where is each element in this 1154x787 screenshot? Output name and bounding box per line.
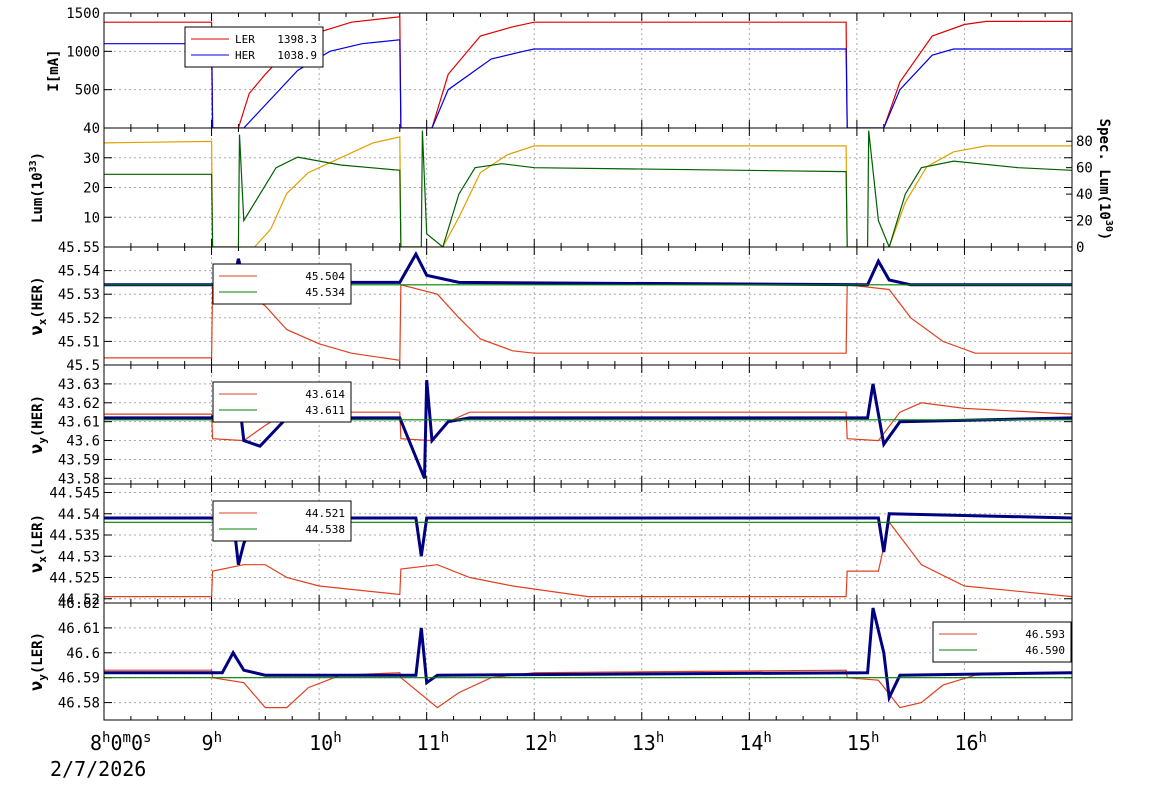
legend-value: 46.590 (1025, 644, 1065, 657)
y-tick-label: 45.51 (58, 334, 100, 350)
x-tick-label: 10h (309, 730, 342, 755)
y-tick-label: 43.61 (58, 415, 100, 431)
y-tick-label: 44.54 (58, 507, 100, 523)
y-tick-label: 43.59 (58, 452, 100, 468)
y-axis-label: νx(HER) (27, 276, 49, 335)
y2-axis-label: Spec. Lum(1030) (1096, 119, 1114, 241)
y-tick-label: 20 (83, 181, 100, 197)
legend-name: HER (235, 49, 255, 62)
y-tick-label: 46.58 (58, 696, 100, 712)
series-line-measured (104, 250, 1072, 287)
series-line-ler (104, 16, 1072, 128)
y-tick-label: 43.63 (58, 377, 100, 393)
legend-value: 44.521 (305, 507, 345, 520)
y-tick-label: 46.59 (58, 671, 100, 687)
y-axis-label: νy(HER) (27, 395, 49, 454)
legend-box (212, 381, 352, 423)
y-axis-label: νy(LER) (27, 632, 49, 691)
series-line-measured (104, 512, 1072, 566)
legend-value: 43.614 (305, 388, 345, 401)
x-tick-label: 12h (524, 730, 557, 755)
legend-box (932, 621, 1072, 663)
y-tick-label: 46.61 (58, 621, 100, 637)
x-tick-label-start: 8h0m0s (90, 730, 151, 755)
legend-value: 45.534 (305, 286, 345, 299)
y-tick-label: 10 (83, 210, 100, 226)
y-tick-label: 43.58 (58, 471, 100, 487)
y-tick-label: 1500 (66, 6, 100, 22)
series-line-setpoint (104, 669, 1072, 709)
series-line-lum (104, 136, 1072, 247)
y-tick-label: 500 (75, 83, 100, 99)
legend-box (184, 26, 324, 68)
y-tick-label: 44.535 (49, 528, 100, 544)
y-axis-label: Lum(1033) (28, 152, 46, 223)
y-axis-label: I[mA] (46, 49, 62, 91)
y-tick-label: 45.52 (58, 311, 100, 327)
y-tick-label: 1000 (66, 44, 100, 60)
panel-frame (103, 602, 1073, 721)
x-tick-label: 11h (417, 730, 450, 755)
y-axis-label: νx(LER) (27, 514, 49, 573)
series-line-spec-lum (104, 130, 1072, 247)
legend-name: LER (235, 33, 255, 46)
x-tick-label: 14h (739, 730, 772, 755)
y-tick-label: 46.6 (66, 646, 100, 662)
series-line-her (104, 39, 1072, 128)
legend-value: 45.504 (305, 270, 345, 283)
x-tick-label: 16h (954, 730, 987, 755)
y-tick-label: 45.54 (58, 264, 100, 280)
x-tick-label: 15h (847, 730, 880, 755)
y2-tick-label: 40 (1076, 187, 1093, 203)
y-tick-label: 44.52 (58, 592, 100, 608)
x-tick-label: 9h (202, 730, 222, 755)
y-tick-label: 44.53 (58, 549, 100, 565)
y-tick-label: 43.62 (58, 396, 100, 412)
legend-value: 44.538 (305, 523, 345, 536)
y-tick-label: 45.55 (58, 240, 100, 256)
y-tick-label: 40 (83, 121, 100, 137)
y2-tick-label: 0 (1076, 240, 1084, 256)
legend-value: 46.593 (1025, 628, 1065, 641)
legend-box (212, 500, 352, 542)
legend-value: 1398.3 (277, 33, 317, 46)
y-tick-label: 45.5 (66, 358, 100, 374)
legend-value: 1038.9 (277, 49, 317, 62)
y-tick-label: 43.6 (66, 434, 100, 450)
y-tick-label: 44.525 (49, 571, 100, 587)
y-tick-label: 45.53 (58, 287, 100, 303)
y2-tick-label: 60 (1076, 161, 1093, 177)
y-tick-label: 30 (83, 151, 100, 167)
legend-box (212, 263, 352, 305)
x-tick-label: 13h (632, 730, 665, 755)
y2-tick-label: 80 (1076, 134, 1093, 150)
y-tick-label: 44.545 (49, 486, 100, 502)
series-line-measured (104, 607, 1072, 703)
series-line-measured (104, 379, 1072, 479)
y-tick-label: 46.62 (58, 596, 100, 612)
y2-tick-label: 20 (1076, 214, 1093, 230)
legend-value: 43.611 (305, 404, 345, 417)
date-label: 2/7/2026 (50, 757, 146, 781)
